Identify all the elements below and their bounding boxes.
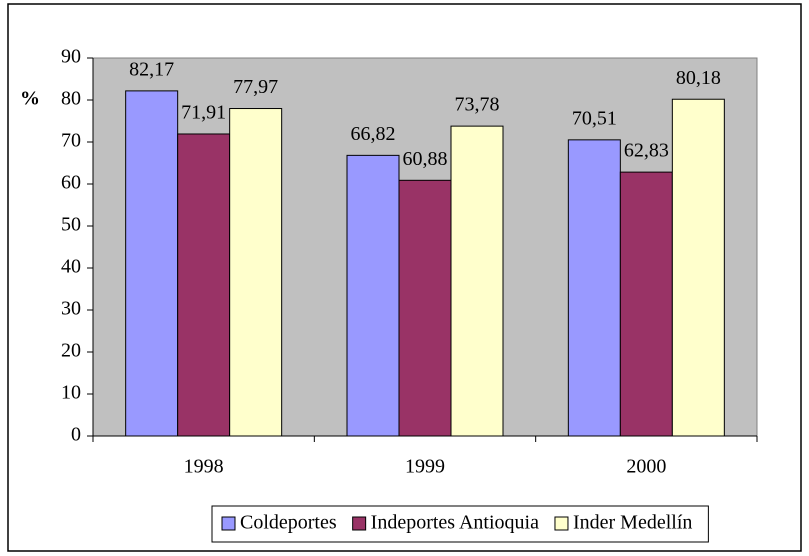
y-tick-label: 60 [61,172,81,194]
y-tick-label: 30 [61,298,81,320]
value-label: 60,88 [403,148,448,170]
x-tick-label: 2000 [626,456,666,478]
y-tick-label: 10 [61,382,81,404]
y-tick-label: 0 [71,424,81,446]
value-label: 80,18 [676,67,721,89]
bar [619,171,673,437]
bar [398,179,452,437]
legend-swatch [221,516,236,531]
value-label: 62,83 [624,140,669,162]
value-label: 73,78 [455,94,500,116]
value-label: 66,82 [351,123,396,145]
y-tick-label: 90 [61,46,81,68]
value-label: 70,51 [572,107,617,129]
y-tick-label: 80 [61,88,81,110]
x-tick-label: 1999 [405,456,445,478]
legend-label: Inder Medellín [573,512,692,534]
y-tick-label: 70 [61,130,81,152]
bar [229,108,283,437]
legend [211,505,709,543]
bar [567,139,621,437]
value-label: 82,17 [129,58,174,80]
y-tick-label: 20 [61,340,81,362]
y-axis-label: % [20,88,40,110]
value-label: 77,97 [233,76,278,98]
legend-swatch [352,516,367,531]
value-label: 71,91 [181,102,226,124]
bar [671,98,725,437]
y-tick-label: 50 [61,214,81,236]
legend-swatch [554,516,569,531]
bar [450,125,504,437]
y-tick-label: 40 [61,256,81,278]
x-tick-label: 1998 [184,456,224,478]
bar [346,154,400,437]
bar [125,90,179,437]
bar [177,133,231,437]
legend-label: Coldeportes [240,512,337,534]
legend-label: Indeportes Antioquia [371,512,539,534]
